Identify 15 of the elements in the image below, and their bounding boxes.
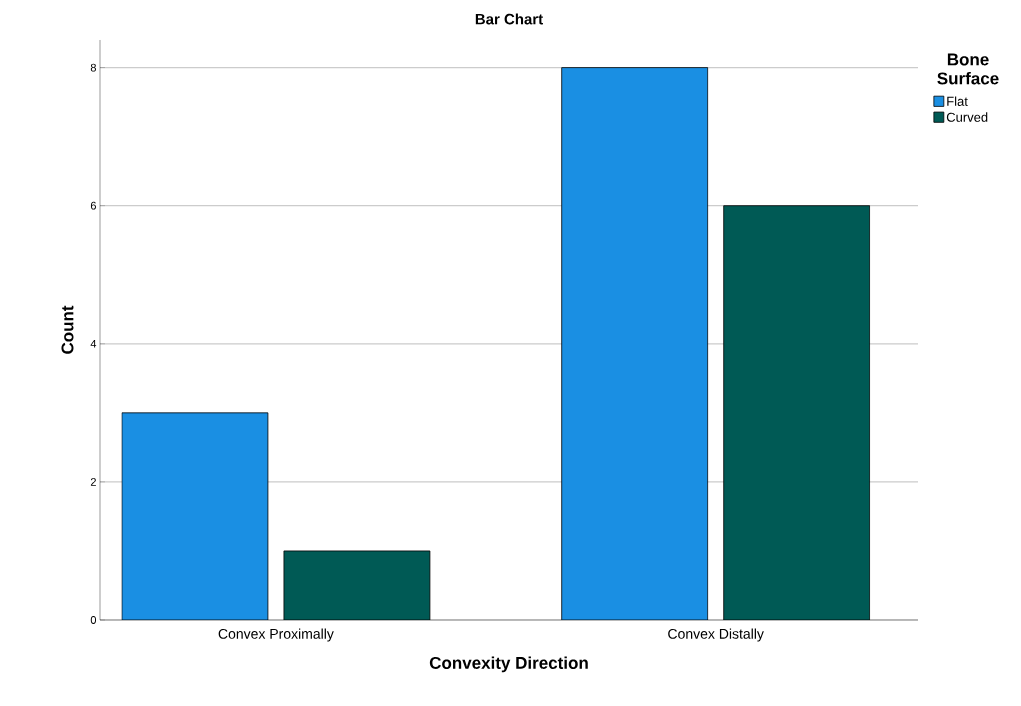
y-tick-label: 0 [90,616,97,624]
x-axis-title: Convexity Direction [429,656,588,673]
bar [121,412,269,620]
y-tick-label: 4 [90,340,97,348]
y-axis-title: Count [61,305,74,354]
y-tick-label: 8 [90,63,96,72]
x-tick-label: Convex Proximally [218,628,334,642]
x-tick-label: Convex Distally [668,628,764,642]
legend-label: Curved [946,112,988,122]
chart-title: Bar Chart [475,13,543,25]
legend-title: Bone Surface [937,53,999,85]
y-tick-label: 2 [90,478,96,486]
legend-label: Flat [947,96,968,106]
bar [561,67,709,620]
y-tick-label: 6 [90,201,96,210]
